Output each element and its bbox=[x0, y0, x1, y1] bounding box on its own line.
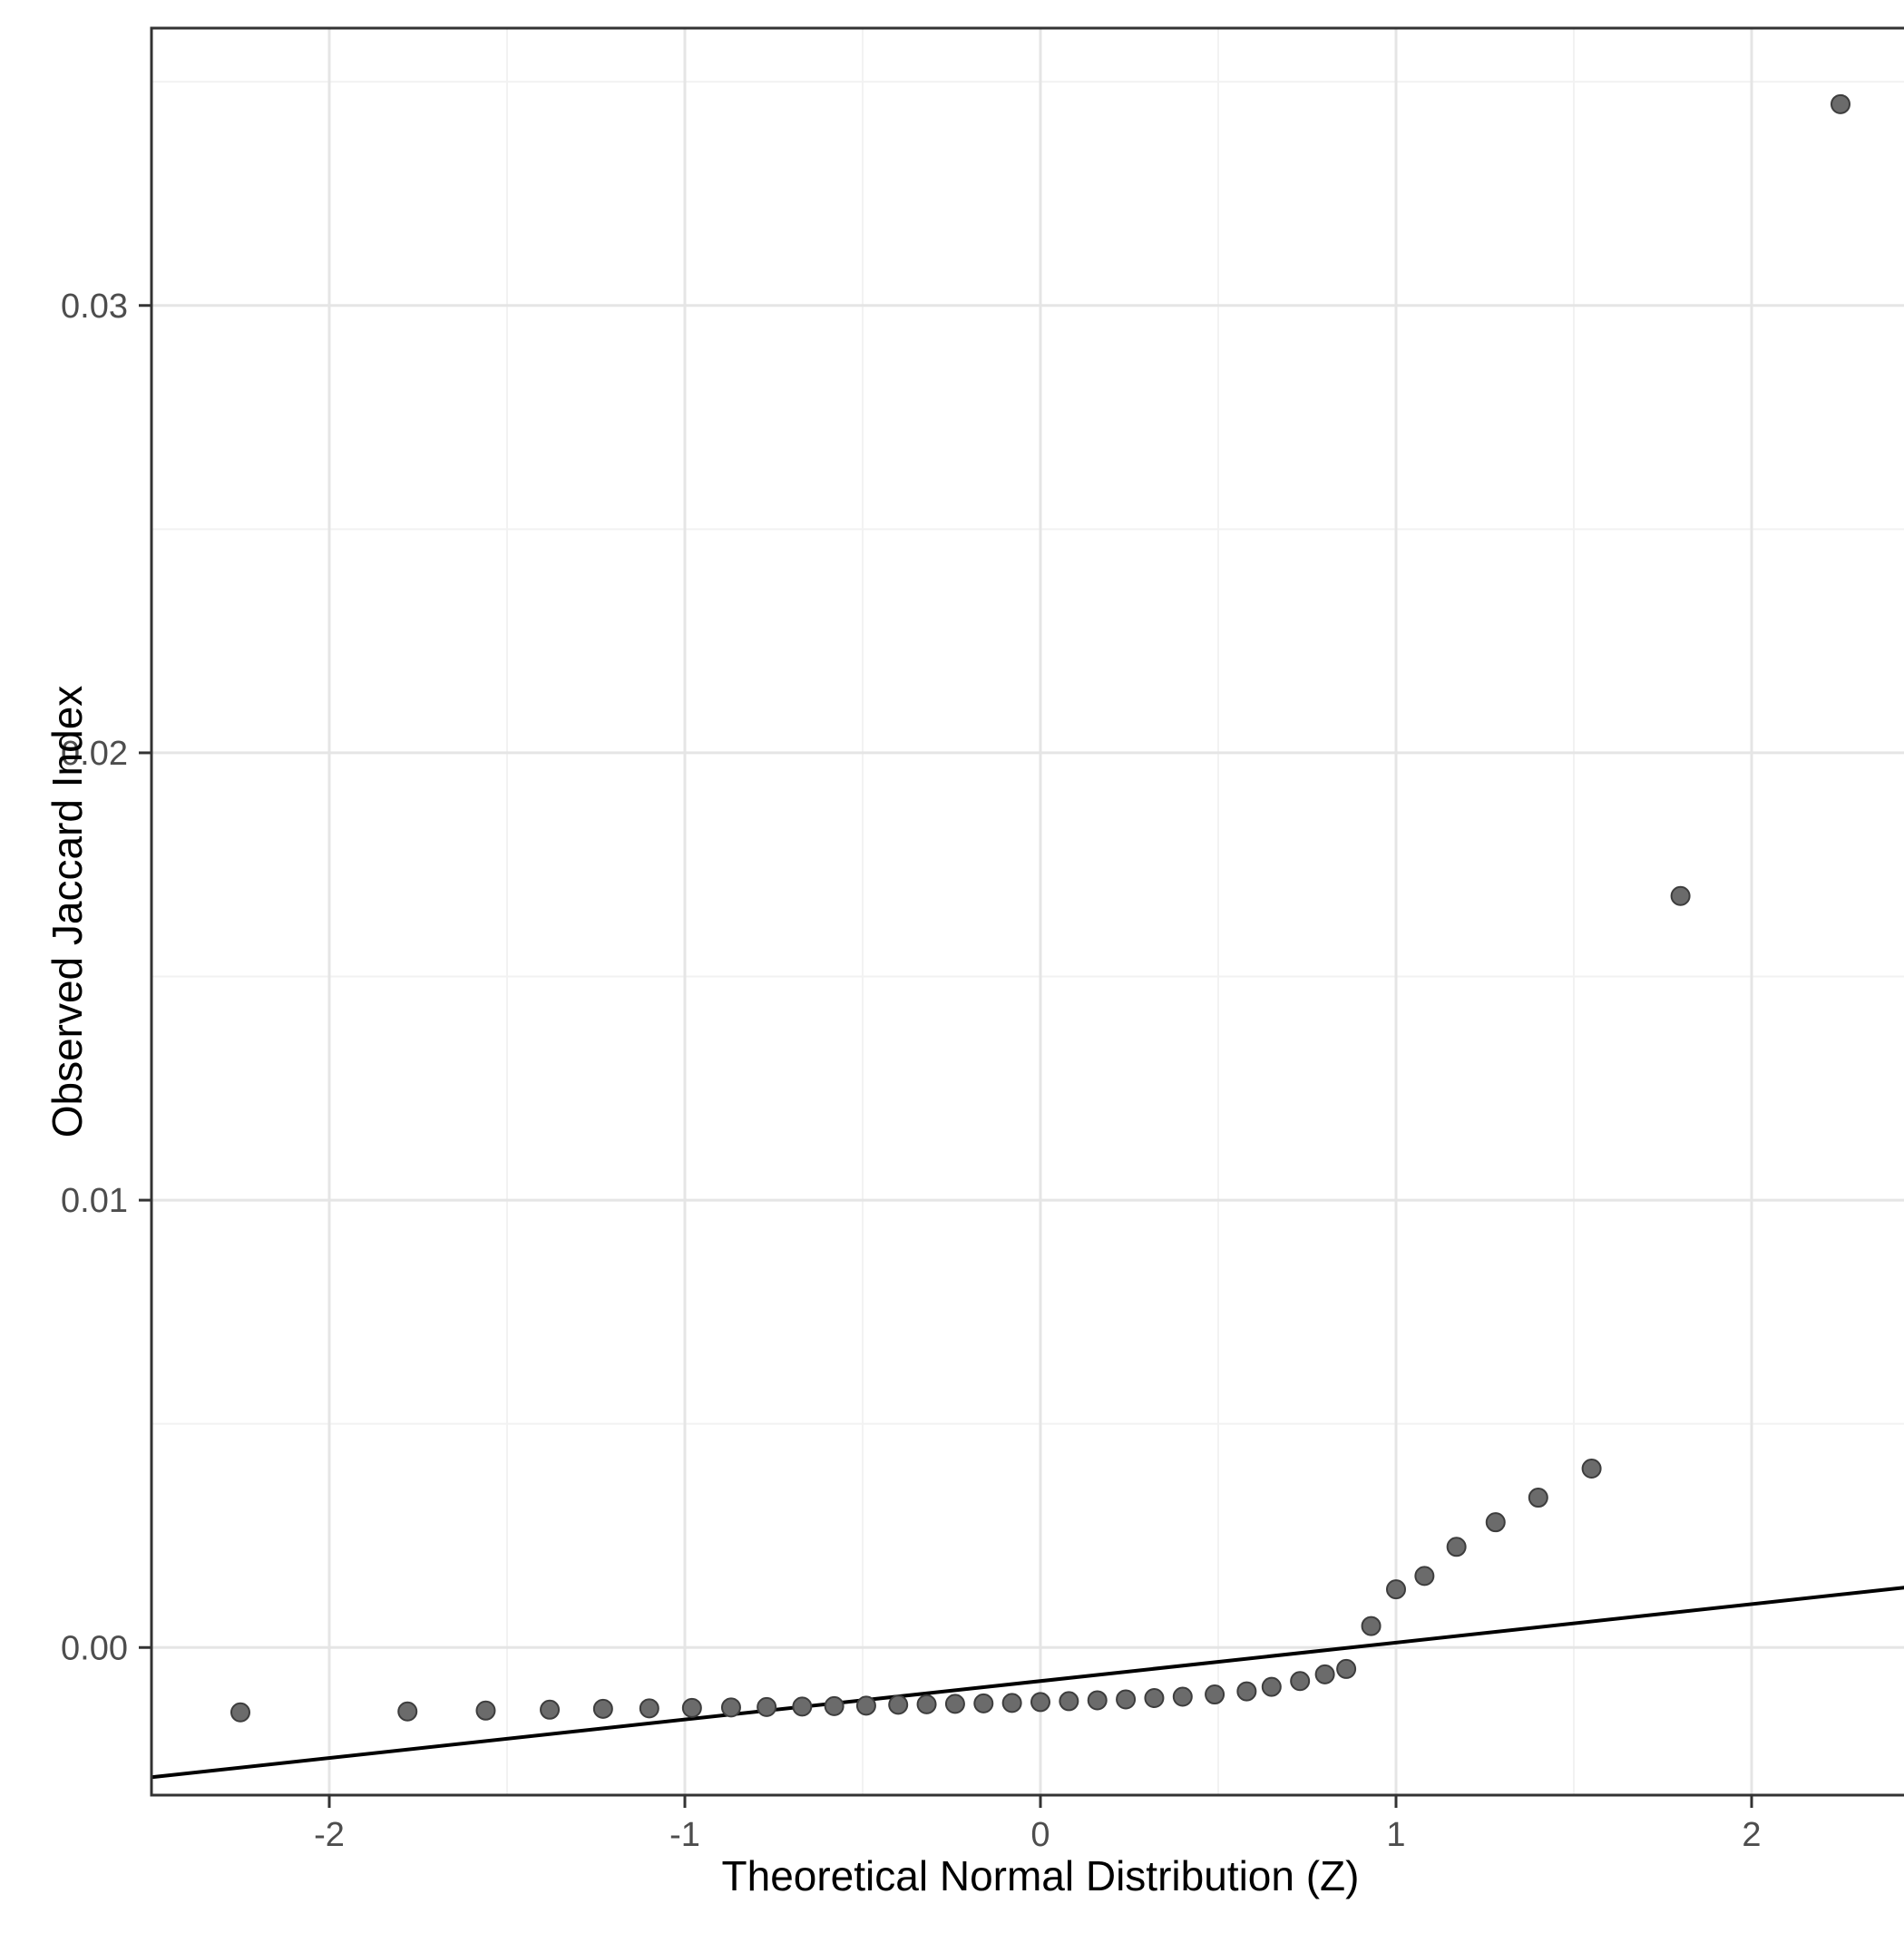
x-tick-label: -1 bbox=[669, 1816, 700, 1854]
x-axis-title: Theoretical Normal Distribution (Z) bbox=[722, 1852, 1360, 1899]
data-point bbox=[1116, 1689, 1137, 1710]
data-point bbox=[1172, 1686, 1193, 1707]
data-point bbox=[1087, 1690, 1108, 1711]
data-point bbox=[720, 1697, 741, 1718]
data-point bbox=[1030, 1692, 1050, 1713]
x-tick-label: 1 bbox=[1386, 1816, 1405, 1854]
x-tick-label: 0 bbox=[1030, 1816, 1050, 1854]
data-point bbox=[973, 1693, 994, 1713]
x-tick-label: 2 bbox=[1742, 1816, 1761, 1854]
data-point bbox=[1414, 1566, 1435, 1586]
data-point bbox=[1485, 1512, 1506, 1533]
data-point bbox=[855, 1695, 876, 1716]
panel-background bbox=[151, 28, 1904, 1795]
data-point bbox=[1361, 1616, 1382, 1636]
data-point bbox=[1314, 1664, 1335, 1684]
data-point bbox=[1205, 1684, 1225, 1705]
data-point bbox=[1059, 1691, 1079, 1712]
chart-generated-layer: -2 -1 0 1 2 0.00 0.01 0.02 0.03 bbox=[61, 26, 1904, 1854]
x-tick-label: -2 bbox=[314, 1816, 345, 1854]
data-point bbox=[1336, 1658, 1357, 1679]
data-point bbox=[681, 1697, 702, 1718]
data-point bbox=[1831, 93, 1850, 114]
data-point bbox=[1446, 1537, 1467, 1557]
data-point bbox=[230, 1702, 250, 1723]
data-point bbox=[540, 1699, 561, 1720]
data-point bbox=[1261, 1676, 1282, 1697]
data-point bbox=[475, 1700, 496, 1721]
data-point bbox=[916, 1694, 937, 1714]
data-point bbox=[397, 1701, 418, 1722]
qq-plot-canvas: -2 -1 0 1 2 0.00 0.01 0.02 0.03 Theoretical Norm… bbox=[44, 26, 1904, 1899]
y-tick-label: 0.00 bbox=[61, 1629, 128, 1667]
y-tick-label: 0.03 bbox=[61, 288, 128, 326]
data-point bbox=[1001, 1693, 1022, 1713]
data-point bbox=[1528, 1488, 1548, 1508]
data-point bbox=[592, 1698, 613, 1719]
data-point bbox=[888, 1694, 909, 1715]
data-point bbox=[824, 1695, 845, 1716]
data-point bbox=[1386, 1579, 1406, 1600]
data-point bbox=[1581, 1458, 1602, 1479]
data-point bbox=[1670, 885, 1691, 906]
y-tick-label: 0.01 bbox=[61, 1182, 128, 1220]
data-point bbox=[792, 1696, 813, 1717]
data-point bbox=[1236, 1681, 1257, 1702]
data-point bbox=[1290, 1671, 1311, 1692]
y-axis-title: Observed Jaccard Index bbox=[44, 686, 91, 1138]
data-point bbox=[944, 1694, 965, 1714]
data-point bbox=[757, 1696, 777, 1717]
data-point bbox=[1144, 1687, 1165, 1708]
qq-reference-line bbox=[151, 1586, 1904, 1780]
y-tick-label: 0.02 bbox=[61, 735, 128, 773]
qq-plot-figure: -2 -1 0 1 2 0.00 0.01 0.02 0.03 Theoretical Norm… bbox=[36, 15, 1904, 1918]
data-point bbox=[639, 1698, 659, 1719]
